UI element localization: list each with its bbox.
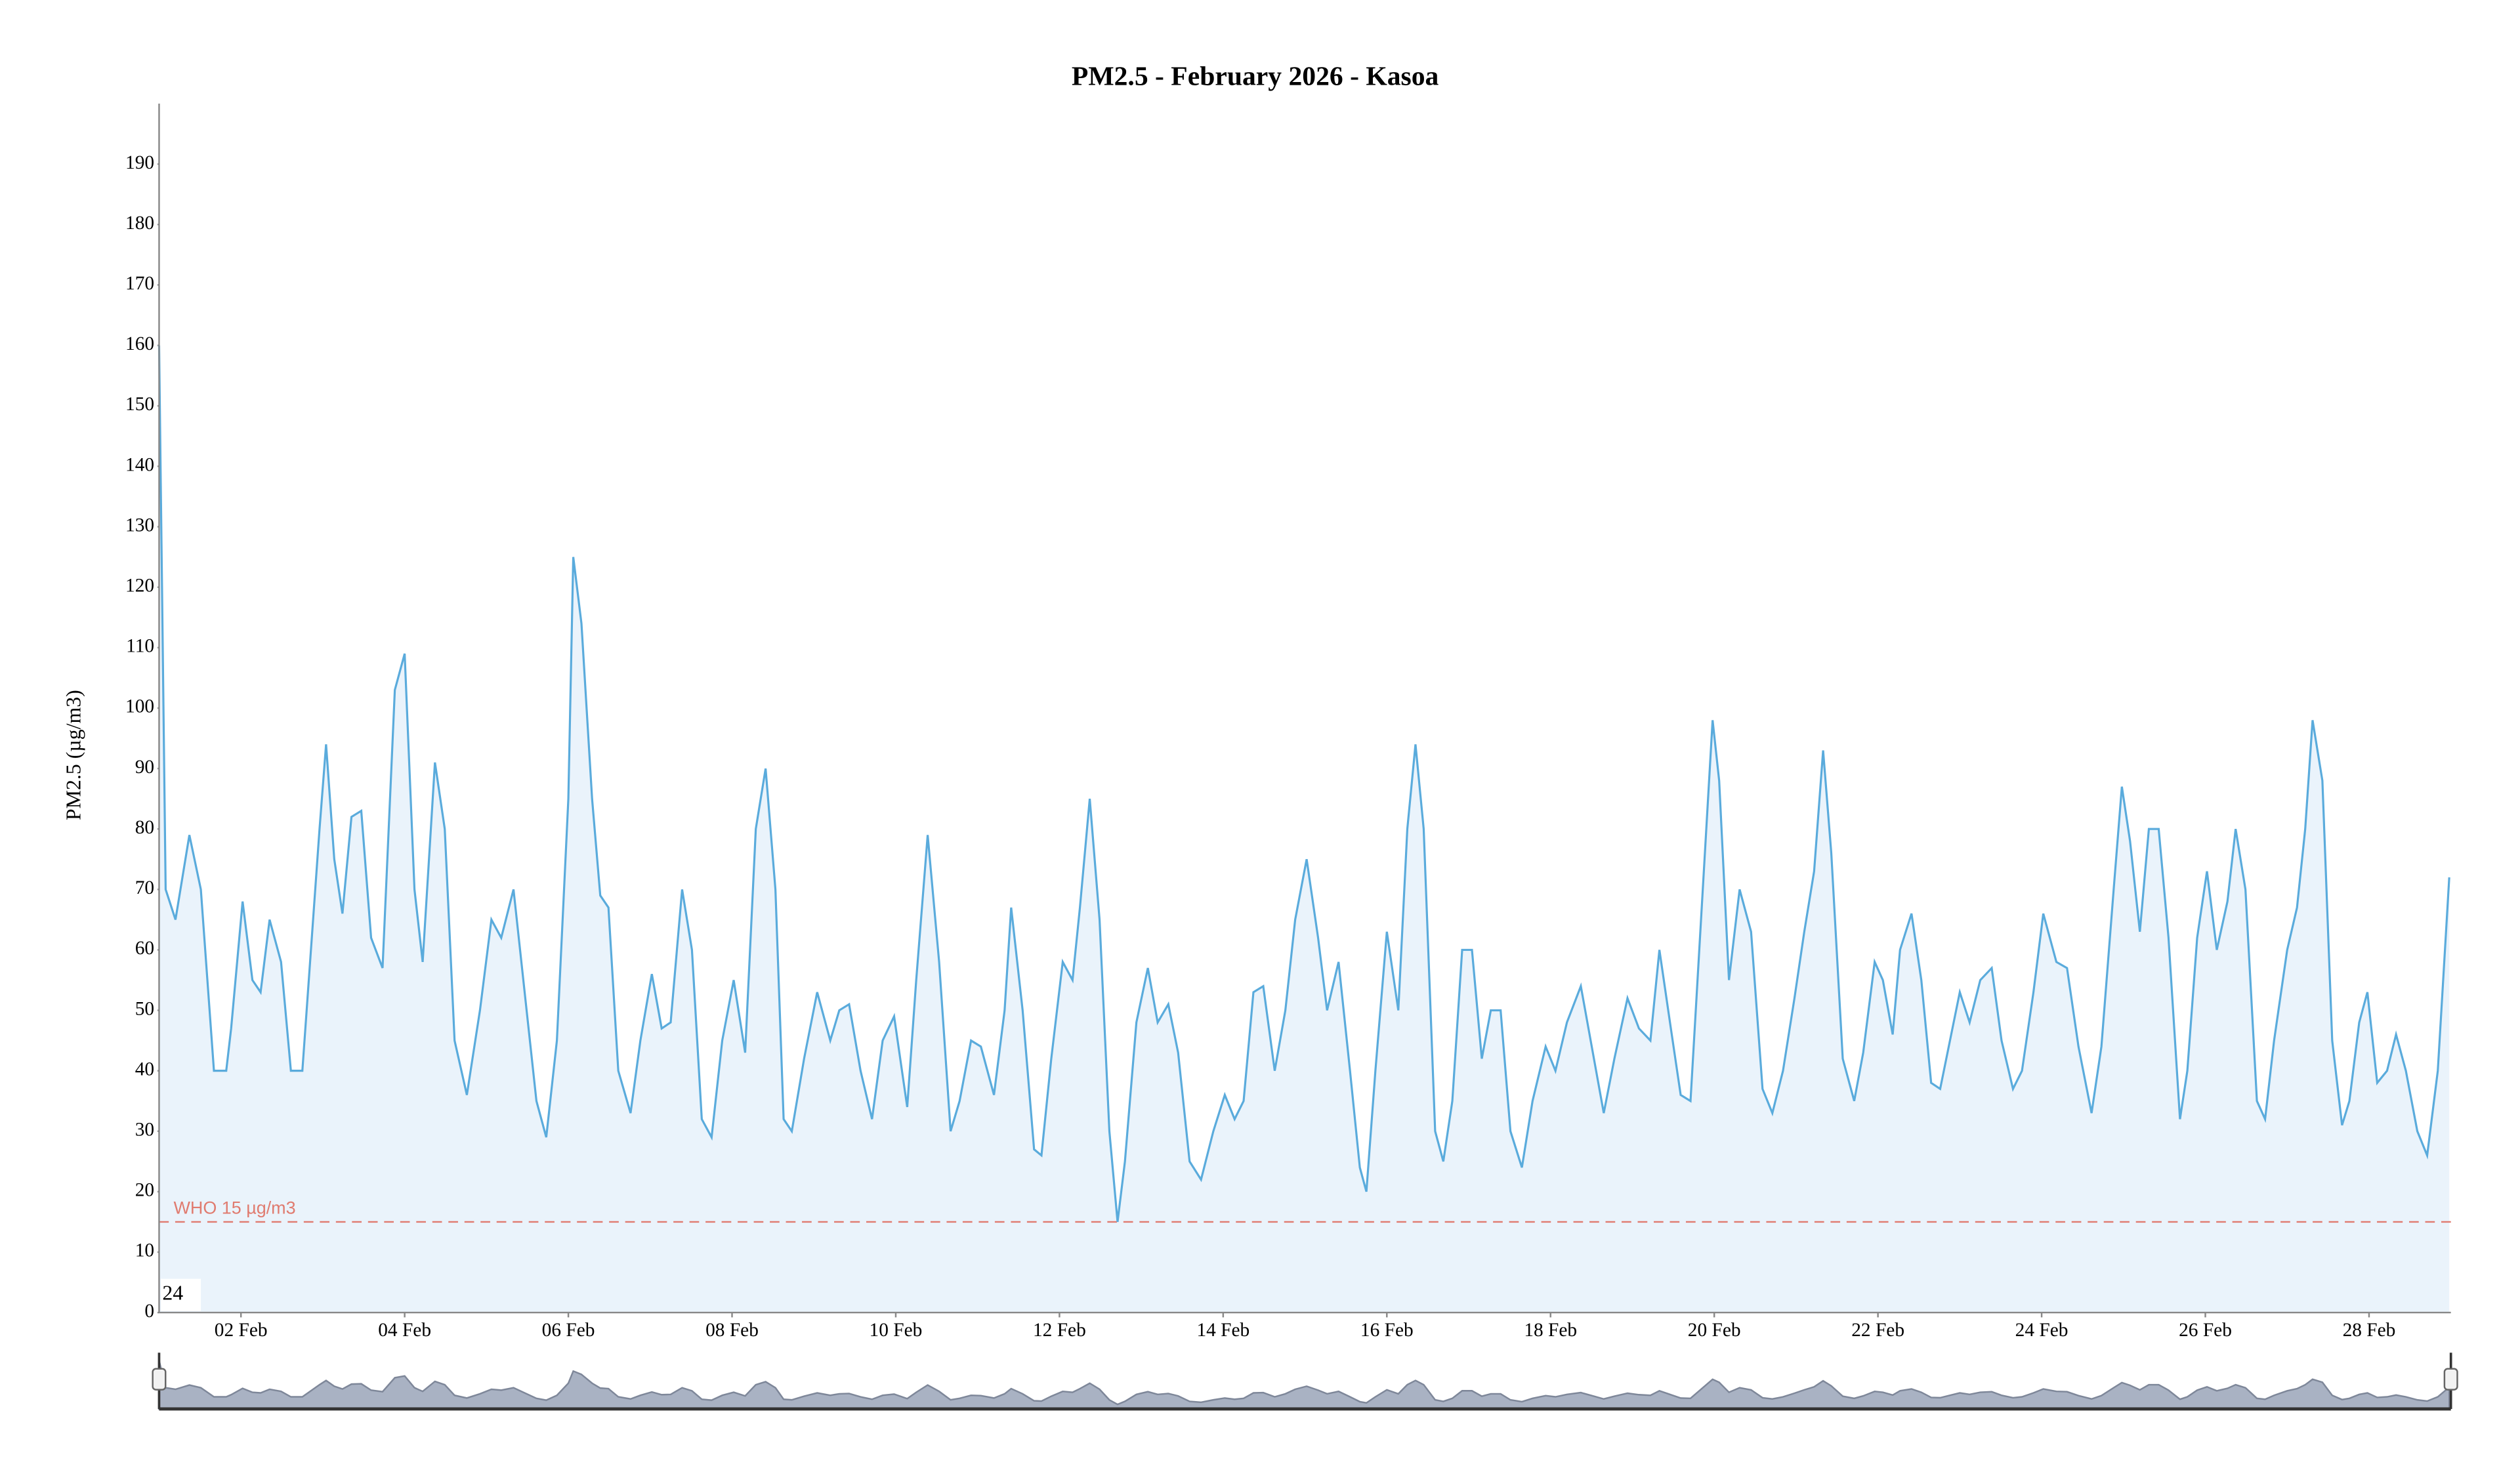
y-tick-label: 160 bbox=[125, 333, 154, 354]
y-tick-label: 130 bbox=[125, 514, 154, 536]
y-tick-label: 150 bbox=[125, 394, 154, 415]
x-tick-label: 04 Feb bbox=[378, 1320, 431, 1341]
y-tick-label: 90 bbox=[135, 757, 154, 778]
x-tick-label: 10 Feb bbox=[870, 1320, 923, 1341]
y-tick-label: 70 bbox=[135, 877, 154, 898]
x-tick-label: 22 Feb bbox=[1851, 1320, 1904, 1341]
y-tick-label: 50 bbox=[135, 998, 154, 1019]
y-tick-label: 100 bbox=[125, 696, 154, 717]
x-tick-label: 16 Feb bbox=[1360, 1320, 1414, 1341]
y-tick-label: 0 bbox=[144, 1301, 154, 1322]
navigator-area bbox=[158, 1360, 2450, 1410]
y-tick-label: 60 bbox=[135, 938, 154, 959]
y-tick-label: 110 bbox=[126, 636, 154, 657]
corner-box bbox=[160, 1278, 201, 1311]
area bbox=[159, 345, 2450, 1313]
x-tick-label: 02 Feb bbox=[215, 1320, 268, 1341]
x-tick-label: 08 Feb bbox=[705, 1320, 759, 1341]
y-tick-label: 180 bbox=[125, 213, 154, 234]
navigator-handle bbox=[152, 1368, 167, 1391]
threshold-label: WHO 15 µg/m3 bbox=[173, 1198, 295, 1217]
y-axis-label: PM2.5 (µg/m3) bbox=[62, 690, 85, 820]
corner-label: 24 bbox=[162, 1281, 183, 1304]
x-tick-label: 26 Feb bbox=[2179, 1320, 2232, 1341]
x-tick-label: 06 Feb bbox=[542, 1320, 595, 1341]
x-tick-label: 14 Feb bbox=[1196, 1320, 1250, 1341]
y-tick-label: 170 bbox=[125, 273, 154, 294]
x-tick-label: 12 Feb bbox=[1033, 1320, 1086, 1341]
y-tick-label: 190 bbox=[125, 152, 154, 173]
y-tick-label: 120 bbox=[125, 576, 154, 597]
navigator-handle bbox=[2443, 1368, 2458, 1391]
y-tick-label: 80 bbox=[135, 817, 154, 838]
y-tick-label: 40 bbox=[135, 1059, 154, 1080]
x-tick-label: 28 Feb bbox=[2343, 1320, 2396, 1341]
chart-title: PM2.5 - February 2026 - Kasoa bbox=[1072, 62, 1439, 92]
y-tick-label: 20 bbox=[135, 1180, 154, 1201]
x-tick-label: 24 Feb bbox=[2015, 1320, 2068, 1341]
y-tick-label: 140 bbox=[125, 454, 154, 475]
x-tick-label: 18 Feb bbox=[1524, 1320, 1577, 1341]
y-tick-label: 30 bbox=[135, 1120, 154, 1141]
line bbox=[158, 345, 2450, 1223]
x-tick-label: 20 Feb bbox=[1688, 1320, 1741, 1341]
y-tick-label: 10 bbox=[135, 1240, 154, 1261]
